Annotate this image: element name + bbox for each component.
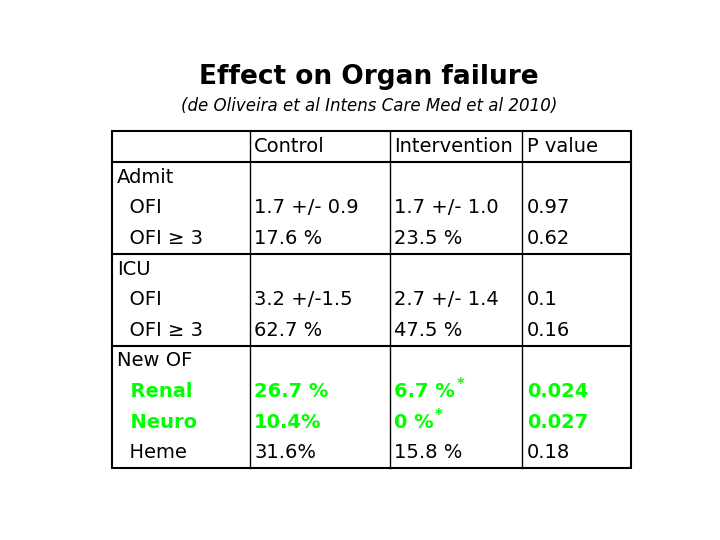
Text: 6.7 %: 6.7 % xyxy=(395,382,455,401)
Text: 2.7 +/- 1.4: 2.7 +/- 1.4 xyxy=(395,290,499,309)
Text: 1.7 +/- 0.9: 1.7 +/- 0.9 xyxy=(254,198,359,218)
Text: 0.027: 0.027 xyxy=(527,413,588,431)
Text: OFI: OFI xyxy=(117,290,161,309)
Text: 3.2 +/-1.5: 3.2 +/-1.5 xyxy=(254,290,353,309)
Text: 1.7 +/- 1.0: 1.7 +/- 1.0 xyxy=(395,198,499,218)
Text: 0.024: 0.024 xyxy=(527,382,588,401)
Text: New OF: New OF xyxy=(117,352,192,370)
Text: 0.97: 0.97 xyxy=(527,198,570,218)
Text: Intervention: Intervention xyxy=(395,137,513,156)
Text: 0.62: 0.62 xyxy=(527,229,570,248)
Text: 15.8 %: 15.8 % xyxy=(395,443,463,462)
Text: Control: Control xyxy=(254,137,325,156)
Text: 23.5 %: 23.5 % xyxy=(395,229,463,248)
Text: Renal: Renal xyxy=(117,382,192,401)
Text: 0.16: 0.16 xyxy=(527,321,570,340)
Text: *: * xyxy=(435,408,443,423)
Text: 17.6 %: 17.6 % xyxy=(254,229,323,248)
Text: 0 %: 0 % xyxy=(395,413,434,431)
Text: 0.18: 0.18 xyxy=(527,443,570,462)
Text: 31.6%: 31.6% xyxy=(254,443,316,462)
Text: 26.7 %: 26.7 % xyxy=(254,382,328,401)
Text: P value: P value xyxy=(527,137,598,156)
Text: 0.1: 0.1 xyxy=(527,290,557,309)
Text: 10.4%: 10.4% xyxy=(254,413,322,431)
Text: OFI: OFI xyxy=(117,198,161,218)
Text: Neuro: Neuro xyxy=(117,413,197,431)
Text: OFI ≥ 3: OFI ≥ 3 xyxy=(117,229,203,248)
Text: 47.5 %: 47.5 % xyxy=(395,321,463,340)
Text: (de Oliveira et al Intens Care Med et al 2010): (de Oliveira et al Intens Care Med et al… xyxy=(181,97,557,114)
Text: Admit: Admit xyxy=(117,168,174,187)
Text: *: * xyxy=(456,377,464,393)
Text: OFI ≥ 3: OFI ≥ 3 xyxy=(117,321,203,340)
Text: 62.7 %: 62.7 % xyxy=(254,321,323,340)
Text: ICU: ICU xyxy=(117,260,150,279)
Text: Heme: Heme xyxy=(117,443,186,462)
Bar xyxy=(112,131,631,468)
Text: Effect on Organ failure: Effect on Organ failure xyxy=(199,64,539,90)
